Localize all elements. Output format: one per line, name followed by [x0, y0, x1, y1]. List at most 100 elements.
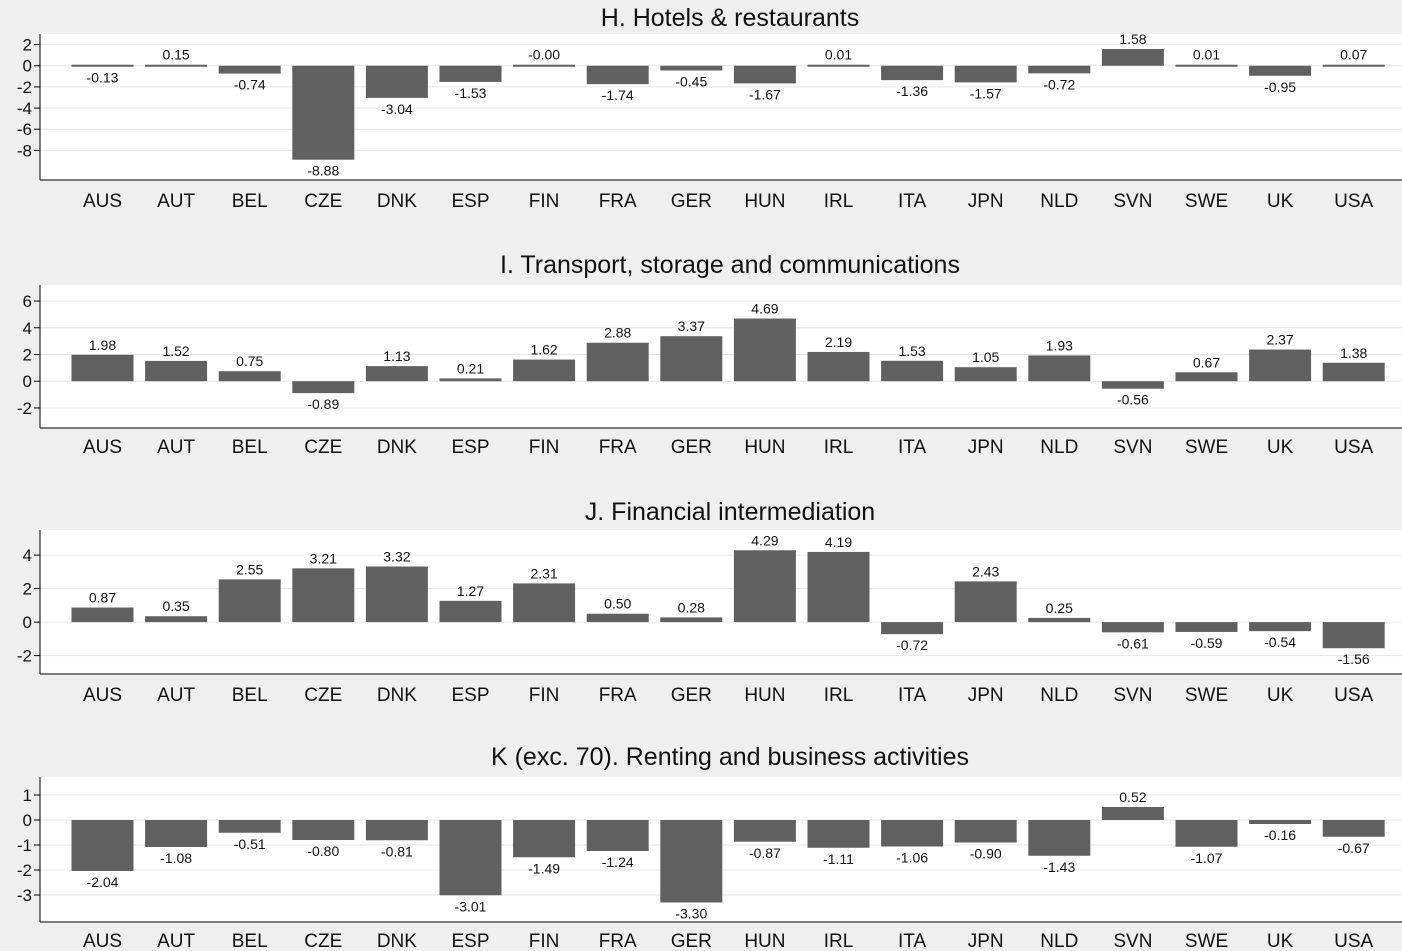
- y-tick-label: -2: [17, 647, 32, 666]
- y-tick-label: 2: [23, 345, 32, 364]
- bar: [660, 820, 723, 903]
- data-label: 4.19: [825, 534, 852, 550]
- data-label: 2.19: [825, 334, 852, 350]
- data-label: 3.32: [383, 549, 410, 565]
- y-tick-label: 2: [23, 580, 32, 599]
- chart-title: K (exc. 70). Renting and business activi…: [490, 743, 969, 771]
- x-tick-label: FRA: [599, 685, 637, 706]
- x-tick-label: AUS: [83, 191, 122, 212]
- y-tick-label: -2: [17, 861, 32, 880]
- x-tick-label: ITA: [898, 685, 926, 706]
- x-tick-label: HUN: [744, 931, 785, 951]
- data-label: 3.37: [678, 318, 705, 334]
- data-label: 1.58: [1119, 31, 1146, 47]
- data-label: 1.53: [898, 343, 925, 359]
- bar: [1322, 622, 1385, 649]
- x-tick-label: FIN: [529, 931, 560, 951]
- x-tick-label: NLD: [1040, 437, 1078, 458]
- bar: [71, 820, 134, 871]
- x-tick-label: CZE: [304, 437, 342, 458]
- bar: [145, 360, 208, 382]
- y-tick-label: -8: [17, 141, 32, 160]
- bar: [439, 820, 502, 896]
- data-label: -0.16: [1264, 827, 1296, 843]
- x-tick-label: AUS: [83, 685, 122, 706]
- bar: [365, 566, 428, 623]
- x-tick-label: USA: [1334, 931, 1373, 951]
- bar: [513, 64, 576, 67]
- data-label: 1.38: [1340, 345, 1367, 361]
- data-label: -0.87: [749, 845, 781, 861]
- bar: [145, 616, 208, 623]
- data-label: 0.01: [1193, 47, 1220, 63]
- bar: [1175, 64, 1238, 67]
- bar: [292, 820, 355, 840]
- bar: [733, 65, 796, 84]
- y-tick-label: 0: [23, 613, 32, 632]
- data-label: 0.50: [604, 596, 631, 612]
- x-tick-label: UK: [1267, 437, 1294, 458]
- y-tick-label: -2: [17, 399, 32, 418]
- bar: [513, 820, 576, 858]
- x-tick-label: AUT: [157, 437, 195, 458]
- x-tick-label: ESP: [451, 931, 489, 951]
- data-label: -0.00: [528, 47, 560, 63]
- plot-area: [40, 34, 1402, 180]
- y-tick-label: -2: [17, 78, 32, 97]
- data-label: -1.24: [602, 854, 634, 870]
- panel-transport: I. Transport, storage and communications: [0, 247, 1402, 483]
- data-label: -3.30: [675, 906, 707, 922]
- x-tick-label: SWE: [1185, 191, 1228, 212]
- x-tick-label: UK: [1267, 685, 1294, 706]
- x-tick-label: DNK: [377, 931, 417, 951]
- data-label: -1.67: [749, 86, 781, 102]
- x-tick-label: BEL: [232, 437, 268, 458]
- data-label: -0.51: [234, 836, 266, 852]
- bar: [513, 359, 576, 382]
- bar: [1101, 381, 1164, 389]
- bar: [954, 367, 1017, 382]
- bar: [1175, 820, 1238, 847]
- bar: [807, 820, 870, 848]
- bar: [1249, 622, 1312, 632]
- x-tick-label: ITA: [898, 931, 926, 951]
- x-tick-label: ITA: [898, 191, 926, 212]
- x-tick-label: HUN: [744, 437, 785, 458]
- bar: [218, 579, 281, 623]
- data-label: 0.52: [1119, 789, 1146, 805]
- data-label: 1.93: [1046, 337, 1073, 353]
- y-tick-label: -1: [17, 836, 32, 855]
- panel-financial: J. Financial intermediation: [0, 494, 1402, 730]
- bar: [586, 820, 649, 851]
- data-label: 0.28: [678, 599, 705, 615]
- bar: [586, 613, 649, 623]
- x-tick-label: USA: [1334, 685, 1373, 706]
- data-label: 2.88: [604, 325, 631, 341]
- bar: [1101, 49, 1164, 66]
- bar: [365, 65, 428, 98]
- bar: [1028, 355, 1091, 382]
- data-label: 1.13: [383, 348, 410, 364]
- x-tick-label: IRL: [824, 931, 854, 951]
- data-label: -1.57: [970, 85, 1002, 101]
- data-label: 4.69: [751, 301, 778, 317]
- x-tick-label: JPN: [968, 437, 1004, 458]
- y-tick-label: 4: [23, 546, 32, 565]
- data-label: 0.87: [89, 590, 116, 606]
- y-tick-label: 0: [23, 57, 32, 76]
- x-tick-label: JPN: [968, 685, 1004, 706]
- data-label: -0.80: [307, 843, 339, 859]
- x-tick-label: UK: [1267, 191, 1294, 212]
- bar: [218, 371, 281, 382]
- data-label: 1.62: [530, 342, 557, 358]
- y-tick-label: -6: [17, 120, 32, 139]
- bar: [1322, 820, 1385, 837]
- bar: [586, 65, 649, 85]
- bar: [439, 378, 502, 382]
- chart-title: I. Transport, storage and communications: [500, 251, 960, 279]
- bar: [365, 366, 428, 382]
- bar: [660, 65, 723, 71]
- data-label: -1.43: [1043, 859, 1075, 875]
- x-tick-label: FIN: [529, 437, 560, 458]
